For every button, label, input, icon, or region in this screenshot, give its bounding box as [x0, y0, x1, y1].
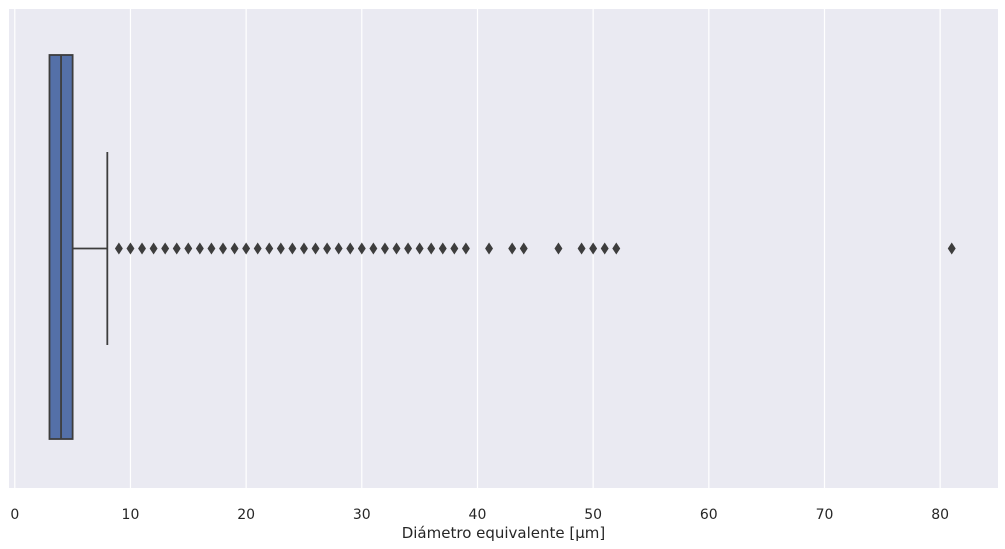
outlier-point: [392, 242, 401, 255]
outlier-point: [184, 242, 193, 255]
outlier-point: [369, 242, 378, 255]
x-tick-label: 20: [237, 507, 255, 523]
outlier-point: [149, 242, 158, 255]
x-axis-ticks: 0 10 20 30 40 50 60 70 80: [10, 507, 949, 523]
outlier-point: [612, 242, 621, 255]
outlier-point: [207, 242, 216, 255]
outlier-point: [357, 242, 366, 255]
x-tick-label: 40: [469, 507, 487, 523]
outlier-point: [508, 242, 517, 255]
outlier-point: [172, 242, 181, 255]
x-tick-label: 0: [10, 507, 19, 523]
x-axis-label: Diámetro equivalente [µm]: [402, 524, 606, 542]
x-tick-label: 80: [931, 507, 949, 523]
outlier-point: [114, 242, 123, 255]
outlier-point: [415, 242, 424, 255]
x-tick-label: 60: [700, 507, 718, 523]
outlier-point: [600, 242, 609, 255]
outlier-point: [161, 242, 170, 255]
outlier-point: [323, 242, 332, 255]
outlier-point: [300, 242, 308, 255]
outlier-point: [519, 242, 528, 255]
outlier-point: [219, 242, 227, 255]
outlier-point: [947, 242, 956, 255]
outlier-point: [138, 242, 146, 255]
outlier-point: [230, 242, 239, 255]
outlier-point: [253, 242, 262, 255]
box-plot: [48, 54, 109, 440]
outlier-point: [589, 242, 598, 255]
x-tick-label: 50: [584, 507, 602, 523]
outlier-point: [485, 242, 494, 255]
outlier-point: [346, 242, 355, 255]
x-tick-label: 70: [816, 507, 834, 523]
outlier-point: [450, 242, 459, 255]
outlier-point: [288, 242, 297, 255]
outlier-point: [427, 242, 436, 255]
outlier-point: [276, 242, 285, 255]
outlier-point: [195, 242, 204, 255]
outlier-point: [554, 242, 563, 255]
x-tick-label: 10: [122, 507, 140, 523]
outlier-point: [404, 242, 413, 255]
outlier-point: [380, 242, 389, 255]
x-tick-label: 30: [353, 507, 371, 523]
outlier-point: [242, 242, 251, 255]
outlier-point: [126, 242, 135, 255]
outlier-point: [311, 242, 320, 255]
outlier-point: [577, 242, 586, 255]
outlier-point: [265, 242, 274, 255]
outlier-points: [114, 242, 956, 255]
outlier-point: [334, 242, 343, 255]
outlier-point: [438, 242, 447, 255]
outlier-point: [461, 242, 470, 255]
